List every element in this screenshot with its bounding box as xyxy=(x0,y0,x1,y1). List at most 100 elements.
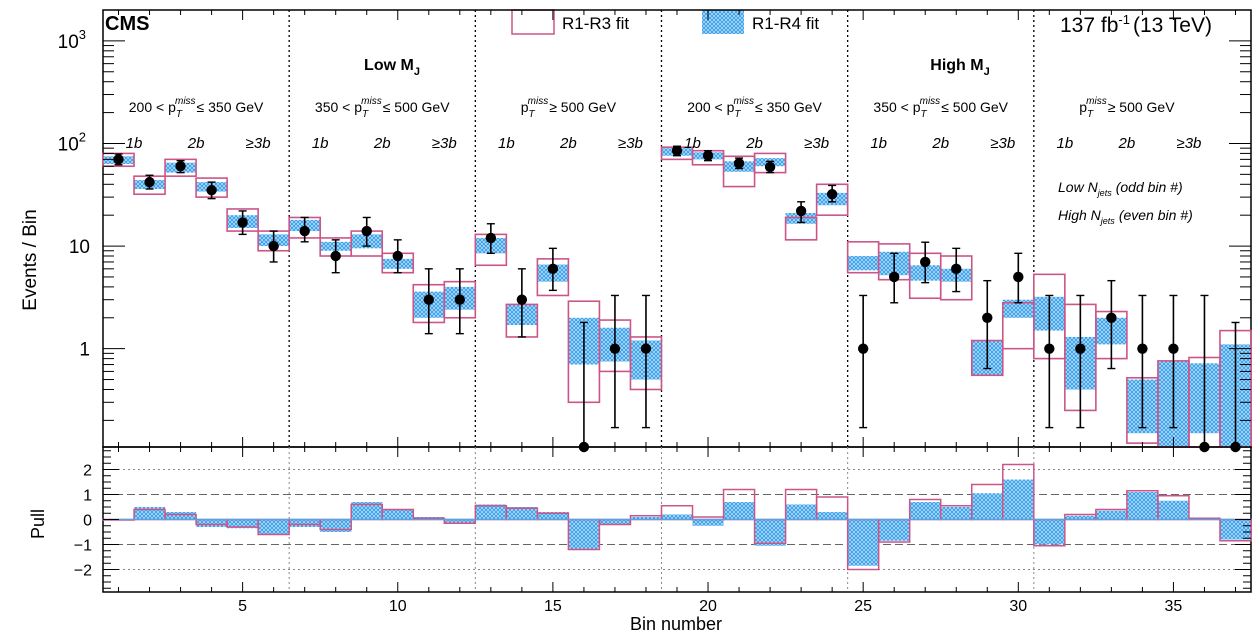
x-tick-label: 15 xyxy=(544,598,562,615)
data-point xyxy=(1106,312,1117,323)
met-range-label: 200 < pTmiss≤ 350 GeV xyxy=(129,96,264,120)
pull-r1r4-bin xyxy=(692,519,724,526)
njets-even-sub: jets xyxy=(1100,216,1116,226)
y-tick-base: 1 xyxy=(79,340,90,361)
data-point xyxy=(423,294,434,305)
met-range-label: pTmiss≥ 500 GeV xyxy=(521,96,617,120)
nb-label: 1b xyxy=(684,135,701,152)
pull-tick-label: 2 xyxy=(83,463,92,480)
pull-r1r4-bin xyxy=(351,502,383,520)
njets-odd-label: Low Njets (odd bin #) xyxy=(1058,179,1183,198)
met-post: ≤ 350 GeV xyxy=(197,99,264,115)
experiment-label: CMS xyxy=(105,13,149,35)
met-sub: T xyxy=(734,109,741,120)
pull-r1r4-bin xyxy=(196,519,228,527)
region-low-mj-main: Low M xyxy=(364,57,414,74)
pull-r1r4-bin xyxy=(444,519,476,524)
data-point xyxy=(268,240,279,252)
pull-r1r4-bin xyxy=(971,493,1003,520)
data-point xyxy=(206,185,217,196)
lumi-energy: (13 TeV) xyxy=(1133,14,1212,37)
x-axis-title: Bin number xyxy=(630,614,722,634)
met-sub: T xyxy=(362,109,369,120)
met-sup: miss xyxy=(361,96,382,107)
met-range-label: pTmiss≥ 500 GeV xyxy=(1079,96,1175,120)
njets-even-pre: High N xyxy=(1058,207,1102,223)
nb-label: ≥3b xyxy=(990,135,1015,152)
met-sub: T xyxy=(529,109,536,120)
nb-label: 2b xyxy=(745,135,763,152)
met-pre: 200 < p xyxy=(687,99,734,115)
nb-label: ≥3b xyxy=(1176,135,1201,152)
met-sub: T xyxy=(921,109,928,120)
legend: R1-R3 fit R1-R4 fit xyxy=(511,9,819,35)
pull-tick-label: 1 xyxy=(83,488,92,505)
met-range-label: 350 < pTmiss≤ 500 GeV xyxy=(315,96,450,120)
met-post: ≤ 500 GeV xyxy=(383,99,450,115)
y-tick-exponent: 2 xyxy=(79,129,86,144)
data-point xyxy=(113,154,124,165)
nb-label: 1b xyxy=(498,135,515,152)
njets-odd-sub: jets xyxy=(1097,188,1113,198)
y-tick-label: 1 xyxy=(79,340,90,361)
y-tick-label: 103 xyxy=(58,27,86,53)
pull-tick-label: −2 xyxy=(74,563,92,580)
met-sup: miss xyxy=(920,96,941,107)
nb-label: ≥3b xyxy=(432,135,457,152)
pull-r1r4-bin xyxy=(227,519,259,529)
pull-axis-title: Pull xyxy=(28,509,48,539)
data-point xyxy=(795,205,807,217)
pull-r1r4-bin xyxy=(258,519,290,535)
x-tick-label: 5 xyxy=(238,598,247,615)
pull-r1r4-bin xyxy=(940,507,972,520)
data-point xyxy=(1075,343,1086,354)
data-point xyxy=(1044,343,1055,354)
pull-r1r4-bin xyxy=(568,519,600,550)
nb-label: ≥3b xyxy=(804,135,829,152)
nb-label: 1b xyxy=(870,135,887,152)
data-point xyxy=(175,161,186,172)
met-post: ≤ 500 GeV xyxy=(941,99,1008,115)
nb-label: 2b xyxy=(373,135,391,152)
r1r3-box-bin xyxy=(815,183,849,216)
data-point xyxy=(299,225,310,237)
met-range-label: 200 < pTmiss≤ 350 GeV xyxy=(687,96,822,120)
lumi-exponent: -1 xyxy=(1118,12,1130,27)
y-tick-base: 10 xyxy=(58,134,79,155)
data-point xyxy=(609,343,621,354)
data-point xyxy=(1168,343,1179,354)
pull-r1r4-bin xyxy=(1002,479,1034,520)
pull-r1r4-bin xyxy=(878,519,910,541)
x-tick-label: 10 xyxy=(389,598,407,615)
met-range-label: 350 < pTmiss≤ 500 GeV xyxy=(873,96,1008,120)
pull-r1r4-bin xyxy=(537,512,569,520)
y-tick-label: 102 xyxy=(58,129,86,155)
data-point xyxy=(671,145,683,156)
pull-tick-label: −1 xyxy=(74,538,92,555)
met-pre: 200 < p xyxy=(129,99,176,115)
pull-r1r4-bin xyxy=(165,512,197,520)
met-pre: p xyxy=(1079,99,1087,115)
data-point xyxy=(951,263,962,275)
data-point xyxy=(640,343,652,354)
y-tick-label: 10 xyxy=(69,237,90,258)
data-point xyxy=(857,343,869,354)
njets-even-post: (even bin #) xyxy=(1119,207,1193,223)
met-post: ≤ 350 GeV xyxy=(755,99,822,115)
legend-r1r4-label: R1-R4 fit xyxy=(752,14,819,33)
x-tick-label: 25 xyxy=(854,598,872,615)
njets-even-label: High Njets (even bin #) xyxy=(1058,207,1193,226)
met-sup: miss xyxy=(1086,96,1107,107)
met-pre: 350 < p xyxy=(873,99,920,115)
met-sup: miss xyxy=(733,96,754,107)
met-post: ≥ 500 GeV xyxy=(549,99,616,115)
pull-r1r4-bin xyxy=(1095,510,1127,520)
met-post: ≥ 500 GeV xyxy=(1108,99,1175,115)
pull-r1r4-bin xyxy=(382,509,414,520)
data-point xyxy=(733,158,745,169)
data-point xyxy=(454,294,466,305)
legend-r1r3-label: R1-R3 fit xyxy=(562,14,629,33)
nb-label: ≥3b xyxy=(246,135,271,152)
data-point xyxy=(144,176,155,188)
